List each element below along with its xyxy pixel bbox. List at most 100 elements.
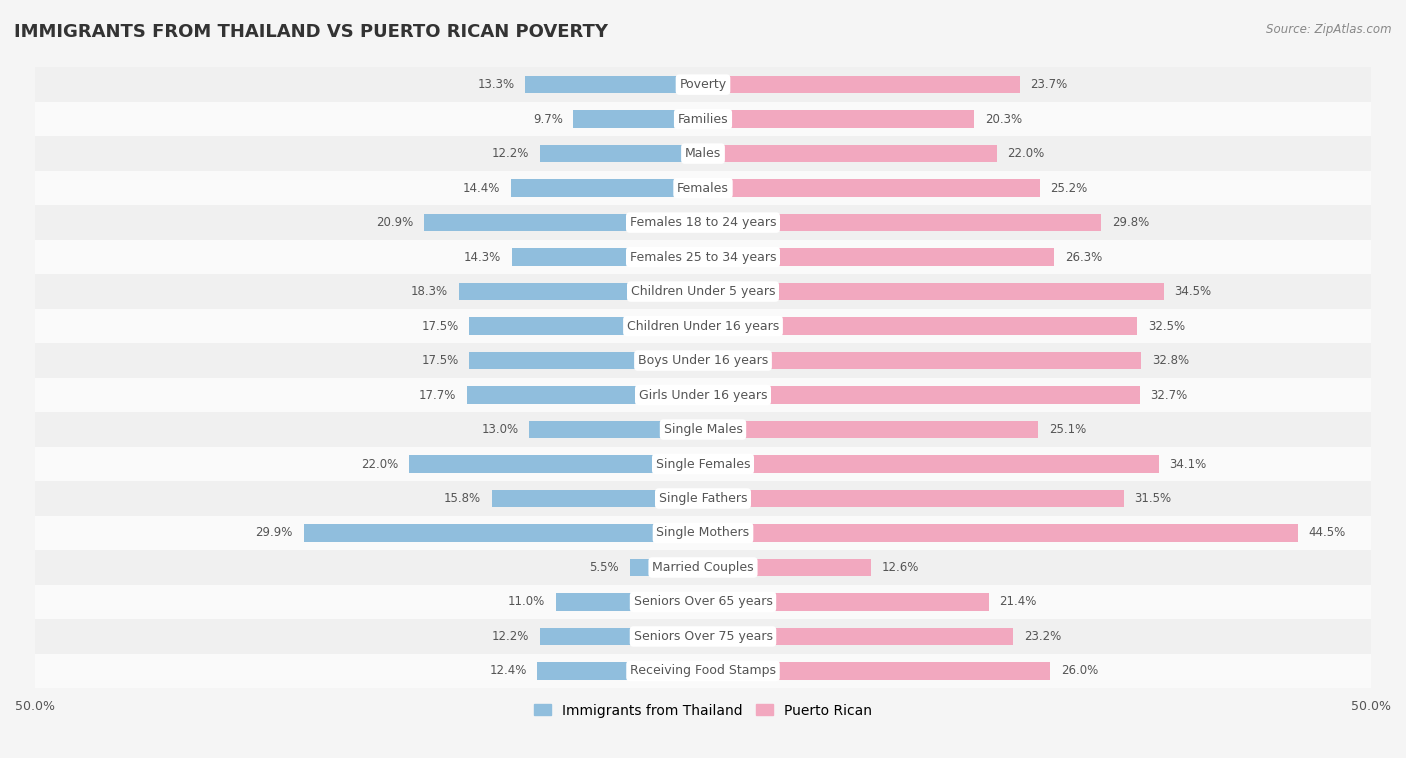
- Bar: [537, 662, 703, 680]
- Text: 14.3%: 14.3%: [464, 251, 502, 264]
- Bar: [492, 490, 703, 507]
- Bar: [703, 76, 1019, 93]
- Bar: [35, 550, 1371, 584]
- Bar: [467, 387, 703, 404]
- Text: Girls Under 16 years: Girls Under 16 years: [638, 389, 768, 402]
- Bar: [35, 343, 1371, 377]
- Bar: [35, 274, 1371, 309]
- Legend: Immigrants from Thailand, Puerto Rican: Immigrants from Thailand, Puerto Rican: [529, 698, 877, 723]
- Bar: [423, 214, 703, 231]
- Bar: [35, 205, 1371, 240]
- Text: Males: Males: [685, 147, 721, 160]
- Bar: [470, 318, 703, 335]
- Bar: [35, 515, 1371, 550]
- Bar: [458, 283, 703, 300]
- Text: 22.0%: 22.0%: [1008, 147, 1045, 160]
- Text: Seniors Over 65 years: Seniors Over 65 years: [634, 596, 772, 609]
- Text: 26.0%: 26.0%: [1062, 665, 1098, 678]
- Bar: [703, 111, 974, 128]
- Text: 23.2%: 23.2%: [1024, 630, 1062, 643]
- Text: 12.4%: 12.4%: [489, 665, 527, 678]
- Text: 34.5%: 34.5%: [1174, 285, 1212, 298]
- Bar: [703, 490, 1123, 507]
- Bar: [304, 525, 703, 542]
- Text: Boys Under 16 years: Boys Under 16 years: [638, 354, 768, 367]
- Bar: [703, 525, 1298, 542]
- Text: 17.7%: 17.7%: [419, 389, 456, 402]
- Bar: [529, 421, 703, 438]
- Text: Single Females: Single Females: [655, 458, 751, 471]
- Text: Single Fathers: Single Fathers: [659, 492, 747, 505]
- Text: 17.5%: 17.5%: [422, 320, 458, 333]
- Bar: [35, 136, 1371, 171]
- Bar: [470, 352, 703, 369]
- Bar: [409, 456, 703, 473]
- Bar: [630, 559, 703, 576]
- Text: 9.7%: 9.7%: [533, 113, 562, 126]
- Text: 44.5%: 44.5%: [1308, 527, 1346, 540]
- Bar: [703, 214, 1101, 231]
- Text: 12.6%: 12.6%: [882, 561, 920, 574]
- Bar: [703, 145, 997, 162]
- Bar: [703, 662, 1050, 680]
- Bar: [35, 619, 1371, 653]
- Text: Families: Families: [678, 113, 728, 126]
- Text: 12.2%: 12.2%: [492, 147, 529, 160]
- Bar: [526, 76, 703, 93]
- Text: 17.5%: 17.5%: [422, 354, 458, 367]
- Text: 5.5%: 5.5%: [589, 561, 619, 574]
- Text: 20.9%: 20.9%: [375, 216, 413, 229]
- Text: IMMIGRANTS FROM THAILAND VS PUERTO RICAN POVERTY: IMMIGRANTS FROM THAILAND VS PUERTO RICAN…: [14, 23, 607, 41]
- Bar: [35, 653, 1371, 688]
- Text: Single Males: Single Males: [664, 423, 742, 436]
- Bar: [703, 456, 1159, 473]
- Bar: [703, 249, 1054, 266]
- Text: Poverty: Poverty: [679, 78, 727, 91]
- Bar: [703, 387, 1140, 404]
- Bar: [540, 628, 703, 645]
- Bar: [35, 171, 1371, 205]
- Bar: [703, 628, 1012, 645]
- Bar: [703, 180, 1039, 197]
- Text: 22.0%: 22.0%: [361, 458, 398, 471]
- Text: 12.2%: 12.2%: [492, 630, 529, 643]
- Bar: [703, 421, 1039, 438]
- Text: 29.8%: 29.8%: [1112, 216, 1149, 229]
- Text: 32.7%: 32.7%: [1150, 389, 1188, 402]
- Text: 32.5%: 32.5%: [1147, 320, 1185, 333]
- Text: 21.4%: 21.4%: [1000, 596, 1038, 609]
- Text: 29.9%: 29.9%: [256, 527, 292, 540]
- Text: 15.8%: 15.8%: [444, 492, 481, 505]
- Bar: [574, 111, 703, 128]
- Bar: [540, 145, 703, 162]
- Bar: [35, 309, 1371, 343]
- Text: 25.2%: 25.2%: [1050, 182, 1088, 195]
- Text: 20.3%: 20.3%: [984, 113, 1022, 126]
- Text: Females: Females: [678, 182, 728, 195]
- Text: Females 25 to 34 years: Females 25 to 34 years: [630, 251, 776, 264]
- Text: Children Under 16 years: Children Under 16 years: [627, 320, 779, 333]
- Bar: [703, 283, 1164, 300]
- Bar: [35, 584, 1371, 619]
- Bar: [35, 102, 1371, 136]
- Bar: [512, 249, 703, 266]
- Text: 14.4%: 14.4%: [463, 182, 501, 195]
- Text: Females 18 to 24 years: Females 18 to 24 years: [630, 216, 776, 229]
- Bar: [703, 318, 1137, 335]
- Bar: [703, 559, 872, 576]
- Text: 26.3%: 26.3%: [1066, 251, 1102, 264]
- Text: 34.1%: 34.1%: [1170, 458, 1206, 471]
- Text: 13.3%: 13.3%: [478, 78, 515, 91]
- Bar: [35, 412, 1371, 446]
- Bar: [555, 594, 703, 611]
- Text: Single Mothers: Single Mothers: [657, 527, 749, 540]
- Bar: [35, 446, 1371, 481]
- Text: Seniors Over 75 years: Seniors Over 75 years: [634, 630, 772, 643]
- Text: 25.1%: 25.1%: [1049, 423, 1087, 436]
- Bar: [35, 240, 1371, 274]
- Text: 23.7%: 23.7%: [1031, 78, 1067, 91]
- Text: 11.0%: 11.0%: [508, 596, 546, 609]
- Text: Source: ZipAtlas.com: Source: ZipAtlas.com: [1267, 23, 1392, 36]
- Text: 31.5%: 31.5%: [1135, 492, 1171, 505]
- Bar: [703, 594, 988, 611]
